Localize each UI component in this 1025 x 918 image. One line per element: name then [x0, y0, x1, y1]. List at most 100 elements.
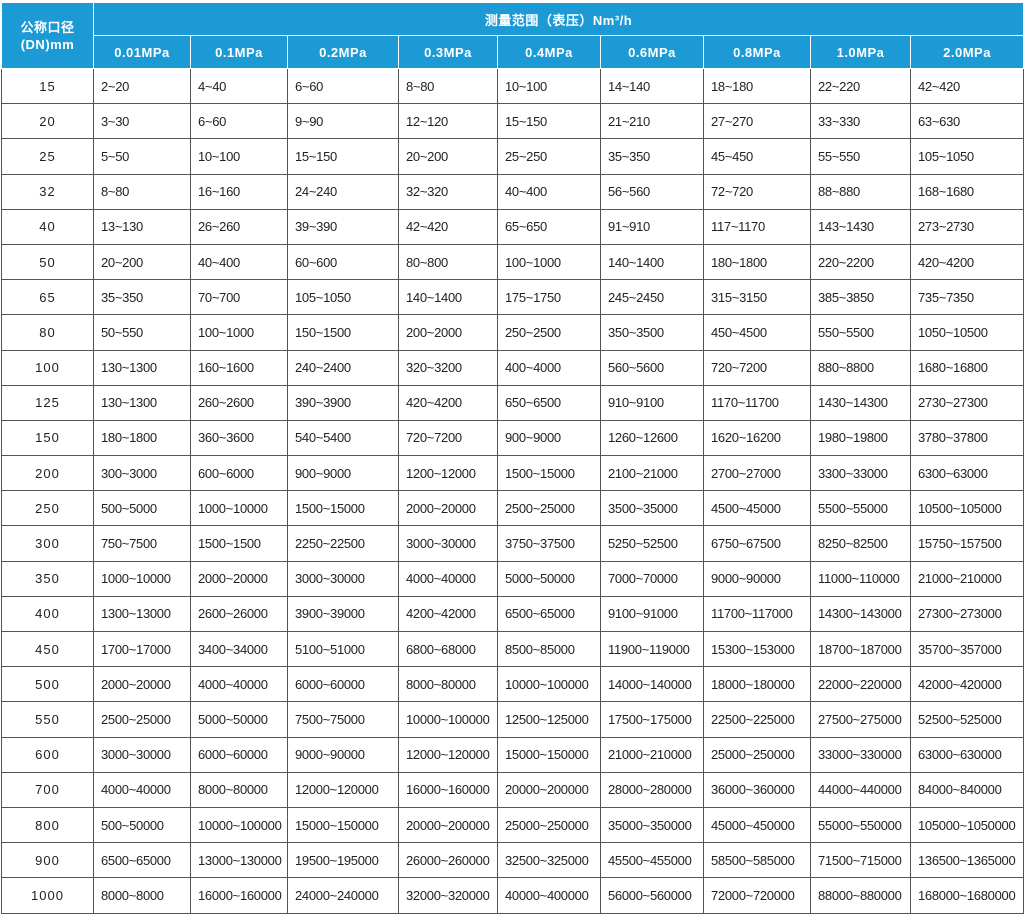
range-cell: 385~3850 — [810, 279, 911, 316]
range-cell: 42000~420000 — [909, 666, 1025, 703]
range-cell: 1170~11700 — [703, 384, 811, 421]
range-cell: 500~5000 — [93, 490, 191, 527]
range-cell: 1300~13000 — [93, 595, 191, 633]
table-row: 50 20~200 40~400 60~600 80~800 100~1000 140~14… — [1, 243, 1025, 281]
range-cell: 44000~440000 — [810, 771, 911, 808]
dn-cell: 550 — [1, 701, 94, 738]
range-cell: 2100~21000 — [600, 455, 704, 492]
range-cell: 3750~37500 — [497, 525, 601, 562]
range-cell: 70~700 — [190, 279, 288, 316]
range-cell: 33~330 — [810, 103, 911, 140]
range-cell: 3000~30000 — [93, 736, 191, 773]
range-cell: 1680~16800 — [909, 349, 1025, 386]
range-cell: 56~560 — [600, 173, 704, 210]
range-cell: 16~160 — [190, 173, 288, 210]
range-cell: 12500~125000 — [497, 701, 601, 738]
range-cell: 140~1400 — [398, 279, 498, 316]
range-cell: 35~350 — [600, 138, 704, 175]
dn-cell: 450 — [1, 630, 94, 668]
corner-header: 公称口径 (DN)mm — [1, 2, 94, 69]
range-cell: 11000~110000 — [810, 560, 911, 597]
table-row: 900 6500~65000 13000~130000 19500~195000 260… — [1, 842, 1025, 879]
range-cell: 6~60 — [190, 103, 288, 140]
table-row: 800 500~50000 10000~100000 15000~150000 2000… — [1, 806, 1025, 844]
dn-cell: 600 — [1, 736, 94, 773]
range-cell: 14~140 — [600, 67, 704, 105]
range-cell: 10500~105000 — [909, 490, 1025, 527]
range-cell: 63~630 — [909, 103, 1025, 140]
range-cell: 2700~27000 — [703, 455, 811, 492]
range-cell: 3~30 — [93, 103, 191, 140]
range-cell: 136500~1365000 — [909, 842, 1025, 879]
range-cell: 8000~80000 — [398, 666, 498, 703]
range-cell: 2500~25000 — [93, 701, 191, 738]
range-cell: 14300~143000 — [810, 595, 911, 633]
range-cell: 320~3200 — [398, 349, 498, 386]
range-cell: 55~550 — [810, 138, 911, 175]
dn-cell: 100 — [1, 349, 94, 386]
range-cell: 28000~280000 — [600, 771, 704, 808]
dn-cell: 900 — [1, 842, 94, 879]
dn-cell: 65 — [1, 279, 94, 316]
range-cell: 168000~1680000 — [909, 877, 1025, 914]
range-cell: 1620~16200 — [703, 419, 811, 457]
range-cell: 21000~210000 — [909, 560, 1025, 597]
range-cell: 1050~10500 — [909, 314, 1025, 351]
range-cell: 80~800 — [398, 243, 498, 281]
table-body: 15 2~20 4~40 6~60 8~80 10~100 14~140 18~180 22~2… — [1, 67, 1025, 914]
table-row: 40 13~130 26~260 39~390 42~420 65~650 91~910 11… — [1, 208, 1025, 245]
header-row: 公称口径 (DN)mm 测量范围（表压）Nm³/h — [1, 2, 1025, 69]
range-cell: 3000~30000 — [287, 560, 399, 597]
range-cell: 1980~19800 — [810, 419, 911, 457]
range-cell: 420~4200 — [398, 384, 498, 421]
range-cell: 4~40 — [190, 67, 288, 105]
range-cell: 25000~250000 — [703, 736, 811, 773]
table-row: 15 2~20 4~40 6~60 8~80 10~100 14~140 18~180 22~2… — [1, 67, 1025, 105]
column-header: 0.2MPa — [287, 35, 399, 69]
table-row: 100 130~1300 160~1600 240~2400 320~3200 400~4… — [1, 349, 1025, 386]
dn-cell: 150 — [1, 419, 94, 457]
range-cell: 26~260 — [190, 208, 288, 245]
range-cell: 175~1750 — [497, 279, 601, 316]
table-row: 65 35~350 70~700 105~1050 140~1400 175~1750 24… — [1, 279, 1025, 316]
range-cell: 4500~45000 — [703, 490, 811, 527]
dn-cell: 80 — [1, 314, 94, 351]
corner-line: 公称口径 — [20, 19, 75, 35]
range-cell: 40~400 — [190, 243, 288, 281]
range-cell: 36000~360000 — [703, 771, 811, 808]
table-row: 550 2500~25000 5000~50000 7500~75000 10000~1… — [1, 701, 1025, 738]
range-cell: 600~6000 — [190, 455, 288, 492]
range-cell: 8000~8000 — [93, 877, 191, 914]
table-row: 25 5~50 10~100 15~150 20~200 25~250 35~350 45~4… — [1, 138, 1025, 175]
range-cell: 8000~80000 — [190, 771, 288, 808]
range-cell: 3500~35000 — [600, 490, 704, 527]
range-cell: 2~20 — [93, 67, 191, 105]
range-cell: 140~1400 — [600, 243, 704, 281]
range-cell: 2600~26000 — [190, 595, 288, 633]
range-cell: 1500~15000 — [287, 490, 399, 527]
range-cell: 735~7350 — [909, 279, 1025, 316]
range-cell: 55000~550000 — [810, 806, 911, 844]
range-cell: 10000~100000 — [497, 666, 601, 703]
range-cell: 1200~12000 — [398, 455, 498, 492]
table-row: 20 3~30 6~60 9~90 12~120 15~150 21~210 27~270 33… — [1, 103, 1025, 140]
dn-cell: 25 — [1, 138, 94, 175]
range-cell: 15300~153000 — [703, 630, 811, 668]
range-cell: 71500~715000 — [810, 842, 911, 879]
range-cell: 35000~350000 — [600, 806, 704, 844]
range-cell: 39~390 — [287, 208, 399, 245]
range-cell: 220~2200 — [810, 243, 911, 281]
table-row: 500 2000~20000 4000~40000 6000~60000 8000~80… — [1, 666, 1025, 703]
range-cell: 6300~63000 — [909, 455, 1025, 492]
range-cell: 6000~60000 — [287, 666, 399, 703]
column-header: 0.01MPa — [93, 35, 191, 69]
range-cell: 2000~20000 — [190, 560, 288, 597]
table-row: 350 1000~10000 2000~20000 3000~30000 4000~40… — [1, 560, 1025, 597]
range-cell: 4200~42000 — [398, 595, 498, 633]
range-cell: 25~250 — [497, 138, 601, 175]
range-cell: 4000~40000 — [190, 666, 288, 703]
range-cell: 16000~160000 — [398, 771, 498, 808]
range-cell: 350~3500 — [600, 314, 704, 351]
column-header: 0.8MPa — [703, 35, 811, 69]
